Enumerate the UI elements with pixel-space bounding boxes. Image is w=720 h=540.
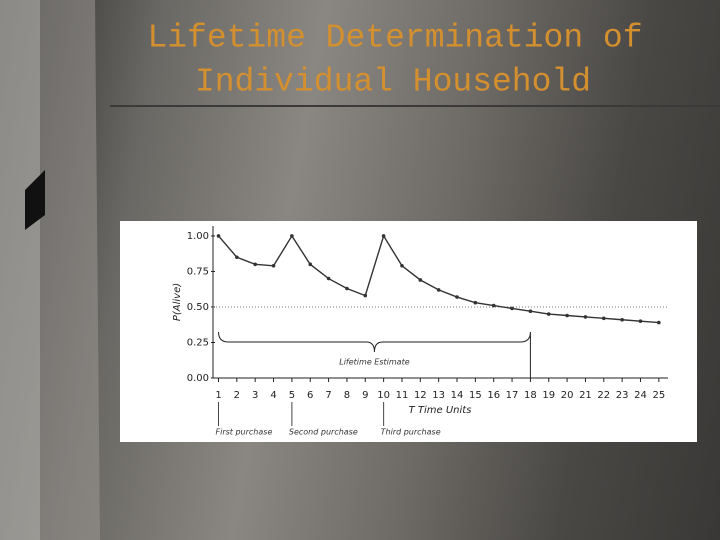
x-tick-label: 24 [634,390,647,401]
point [308,262,313,267]
x-axis-label: T Time Units [409,405,472,416]
slide-title-line: Individual Household [195,64,591,101]
x-tick-label: 25 [652,390,665,401]
y-tick-label: 0.75 [187,266,209,277]
chart: 0.000.250.500.751.001 2 3 4 5 6 7 8 9 10 11 12 13 14 1… [172,226,668,437]
x-tick-label: 21 [579,390,592,401]
y-tick-label: 0.00 [187,373,209,384]
x-tick-label: 15 [469,390,482,401]
point [271,263,276,268]
x-tick-label: 14 [451,390,464,401]
x-tick-label: 8 [344,390,350,401]
x-tick-label: 4 [270,390,276,401]
point [326,276,331,281]
x-tick-label: 2 [234,390,240,401]
range-annotation: Lifetime Estimate [339,358,409,367]
point [436,288,441,292]
point [638,319,643,323]
x-tick-label: 12 [414,390,427,401]
point [473,300,478,305]
annotation: Second purchase [289,428,358,437]
y-axis-label: P(Alive) [172,283,183,321]
y-tick-label: 0.25 [187,337,209,348]
point [491,303,496,308]
x-tick-label: 7 [325,390,331,401]
x-tick-label: 17 [506,390,519,401]
point [235,255,239,260]
point [345,286,349,291]
point [455,295,459,299]
point [583,315,588,319]
point [657,320,661,325]
point [381,234,386,238]
annotation: First purchase [216,428,273,437]
slide-title-line: Lifetime Determination of [147,20,642,57]
point [290,234,294,238]
x-tick-label: 5 [289,390,295,401]
point [253,262,257,267]
building [0,0,100,540]
x-tick-label: 3 [252,390,258,401]
point [546,312,551,316]
x-tick-label: 9 [362,390,368,401]
x-tick-label: 11 [396,390,409,401]
x-tick-label: 1 [215,390,221,401]
y-tick-label: 0.50 [187,302,209,313]
x-tick-label: 10 [377,390,390,401]
point [620,317,624,322]
y-tick-label: 1.00 [187,231,209,242]
point [216,234,221,238]
x-tick-label: 22 [597,390,610,401]
point [363,293,368,298]
x-tick-label: 18 [524,390,537,401]
x-tick-label: 6 [307,390,313,401]
annotation: Third purchase [381,428,441,437]
x-tick-label: 20 [561,390,574,401]
point [400,263,404,268]
x-tick-label: 13 [432,390,445,401]
point [601,316,606,321]
point [510,306,514,311]
point [528,309,533,314]
chart-panel [120,221,697,442]
lifetime-brace [218,331,531,378]
point [418,278,423,282]
x-tick-label: 16 [487,390,500,401]
x-tick-label: 23 [616,390,629,401]
x-tick-label: 19 [542,390,555,401]
point [565,313,569,318]
